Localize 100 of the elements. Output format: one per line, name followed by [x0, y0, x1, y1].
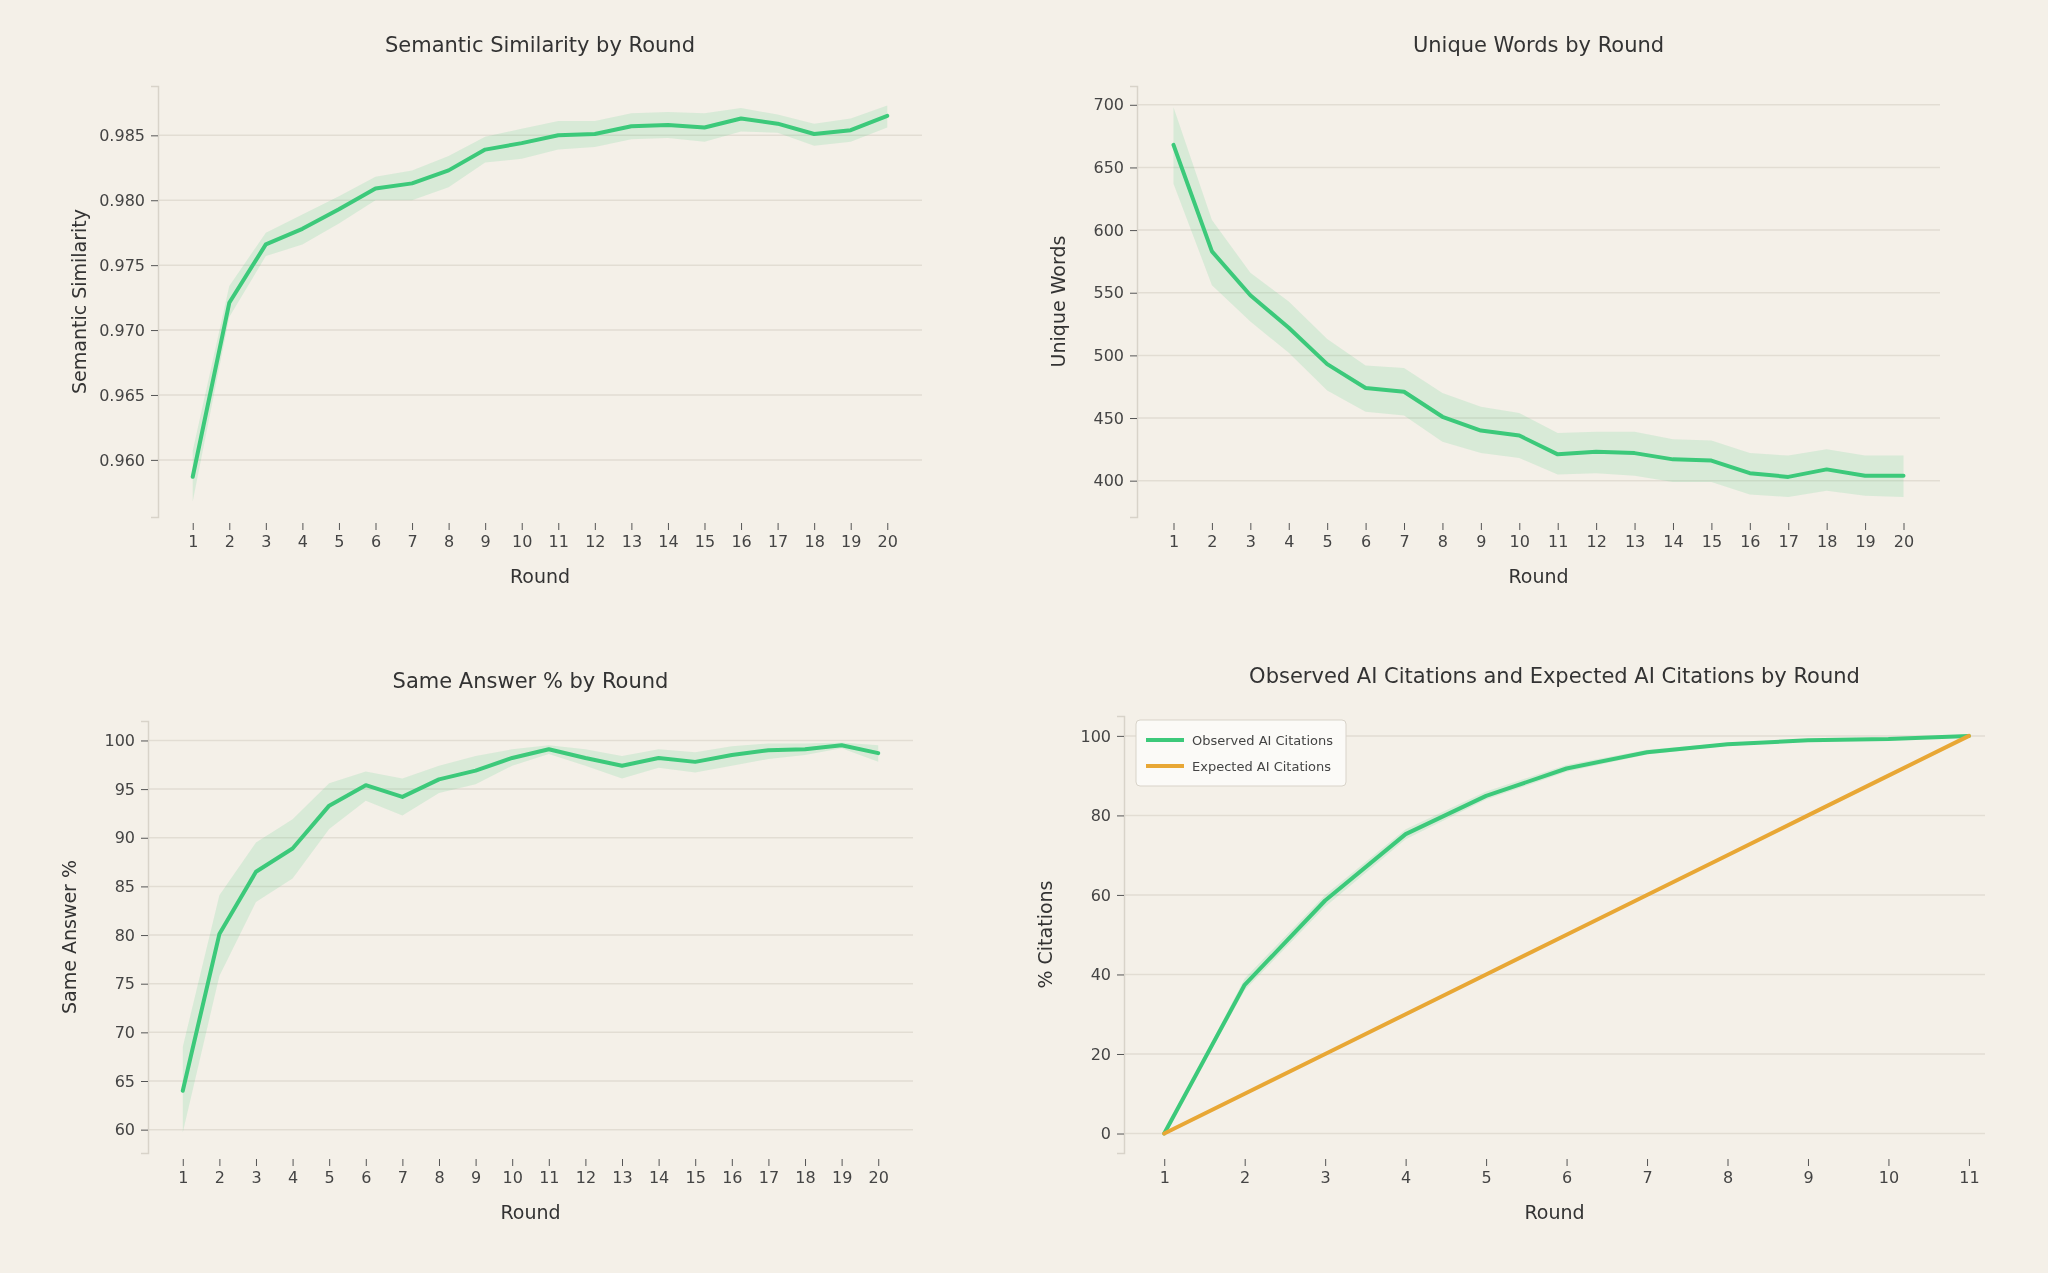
- y-tick-label: 70: [114, 1022, 135, 1042]
- y-axis-title: Semantic Similarity: [68, 209, 90, 394]
- y-tick-label: 80: [114, 925, 135, 945]
- x-tick-label: 8: [1722, 1168, 1734, 1188]
- x-tick-label: 3: [1320, 1168, 1331, 1188]
- x-tick-label: 16: [1740, 532, 1761, 552]
- y-tick-label: 550: [1093, 283, 1124, 303]
- x-tick-label: 17: [767, 532, 789, 552]
- x-tick-label: 11: [539, 1168, 560, 1188]
- chart-title: Semantic Similarity by Round: [384, 33, 696, 57]
- x-tick-label: 4: [1284, 532, 1295, 552]
- x-tick-label: 17: [1778, 532, 1799, 552]
- y-tick-label: 100: [1080, 726, 1111, 746]
- x-tick-label: 15: [1701, 532, 1723, 552]
- y-tick-label: 20: [1090, 1044, 1111, 1064]
- x-tick-label: 3: [1245, 532, 1256, 552]
- x-tick-label: 14: [658, 532, 679, 552]
- x-tick-label: 13: [612, 1168, 633, 1188]
- y-tick-label: 400: [1093, 471, 1124, 491]
- x-tick-label: 1: [1159, 1168, 1170, 1188]
- x-tick-label: 7: [397, 1168, 408, 1188]
- y-tick-label: 0.975: [99, 255, 145, 275]
- x-tick-label: 10: [502, 1168, 523, 1188]
- x-tick-label: 2: [1240, 1168, 1251, 1188]
- y-tick-label: 0.980: [99, 190, 145, 210]
- x-tick-label: 9: [471, 1168, 482, 1188]
- x-axis-title: Round: [1508, 565, 1569, 587]
- y-axis-title: Same Answer %: [58, 859, 80, 1015]
- x-tick-label: 10: [512, 532, 533, 552]
- x-tick-label: 11: [1548, 532, 1569, 552]
- x-tick-label: 20: [868, 1168, 889, 1188]
- x-tick-label: 4: [1401, 1168, 1412, 1188]
- y-tick-label: 600: [1093, 220, 1124, 240]
- x-tick-label: 11: [1959, 1168, 1980, 1188]
- x-tick-label: 19: [841, 532, 862, 552]
- x-tick-label: 5: [334, 532, 345, 552]
- x-tick-label: 5: [1322, 532, 1333, 552]
- x-tick-label: 19: [831, 1168, 853, 1188]
- chart-title: Unique Words by Round: [1412, 33, 1665, 57]
- y-axis-title: Unique Words: [1047, 235, 1069, 368]
- y-tick-label: 0.970: [99, 320, 145, 340]
- x-tick-label: 6: [361, 1168, 372, 1188]
- x-tick-label: 1: [188, 532, 199, 552]
- y-tick-label: 90: [114, 828, 135, 848]
- y-tick-label: 0: [1100, 1124, 1111, 1144]
- x-tick-label: 18: [1816, 532, 1838, 552]
- x-axis-title: Round: [500, 1201, 561, 1223]
- y-tick-label: 0.965: [99, 385, 145, 405]
- x-tick-label: 15: [694, 532, 716, 552]
- x-tick-label: 9: [1803, 1168, 1814, 1188]
- x-tick-label: 16: [731, 532, 752, 552]
- y-tick-label: 85: [114, 877, 135, 897]
- x-tick-label: 20: [1893, 532, 1915, 552]
- x-tick-label: 4: [297, 532, 308, 552]
- y-tick-label: 60: [114, 1120, 135, 1140]
- y-tick-label: 0.960: [99, 450, 145, 470]
- x-tick-label: 16: [722, 1168, 743, 1188]
- y-tick-label: 700: [1093, 95, 1124, 115]
- y-tick-label: 500: [1093, 345, 1124, 365]
- y-tick-label: 75: [114, 974, 135, 994]
- x-tick-label: 18: [804, 532, 825, 552]
- x-tick-label: 15: [685, 1168, 706, 1188]
- x-tick-label: 7: [1642, 1168, 1653, 1188]
- x-tick-label: 3: [261, 532, 272, 552]
- x-tick-label: 7: [1399, 532, 1410, 552]
- x-tick-label: 17: [758, 1168, 780, 1188]
- y-tick-label: 650: [1093, 158, 1124, 178]
- y-axis-title: % Citations: [1034, 880, 1056, 989]
- x-tick-label: 6: [1361, 532, 1372, 552]
- y-tick-label: 0.985: [99, 125, 145, 145]
- x-tick-label: 12: [1586, 532, 1607, 552]
- x-tick-label: 9: [480, 532, 491, 552]
- y-tick-label: 65: [114, 1071, 135, 1091]
- x-tick-label: 8: [1437, 532, 1449, 552]
- x-tick-label: 9: [1476, 532, 1487, 552]
- y-tick-label: 95: [114, 779, 135, 799]
- x-tick-label: 4: [287, 1168, 299, 1188]
- y-tick-label: 60: [1090, 885, 1111, 905]
- y-tick-label: 80: [1090, 806, 1111, 826]
- x-tick-label: 8: [434, 1168, 445, 1188]
- x-tick-label: 14: [1663, 532, 1684, 552]
- legend-label: Expected AI Citations: [1192, 759, 1332, 774]
- x-tick-label: 5: [324, 1168, 335, 1188]
- x-tick-label: 1: [1168, 532, 1180, 552]
- chart-title: Observed AI Citations and Expected AI Citations by Round: [1249, 664, 1860, 688]
- x-tick-label: 12: [585, 532, 606, 552]
- legend-label: Observed AI Citations: [1192, 733, 1334, 748]
- y-tick-label: 100: [104, 731, 135, 751]
- x-axis-title: Round: [509, 565, 571, 587]
- x-tick-label: 6: [1561, 1168, 1573, 1188]
- x-tick-label: 8: [444, 532, 455, 552]
- x-tick-label: 12: [575, 1168, 597, 1188]
- x-tick-label: 2: [224, 532, 235, 552]
- x-tick-label: 10: [1878, 1168, 1900, 1188]
- x-tick-label: 13: [1624, 532, 1646, 552]
- x-tick-label: 7: [407, 532, 418, 552]
- x-tick-label: 1: [178, 1168, 189, 1188]
- x-tick-label: 14: [648, 1168, 670, 1188]
- x-axis-title: Round: [1524, 1201, 1585, 1223]
- chart-title: Same Answer % by Round: [392, 669, 669, 693]
